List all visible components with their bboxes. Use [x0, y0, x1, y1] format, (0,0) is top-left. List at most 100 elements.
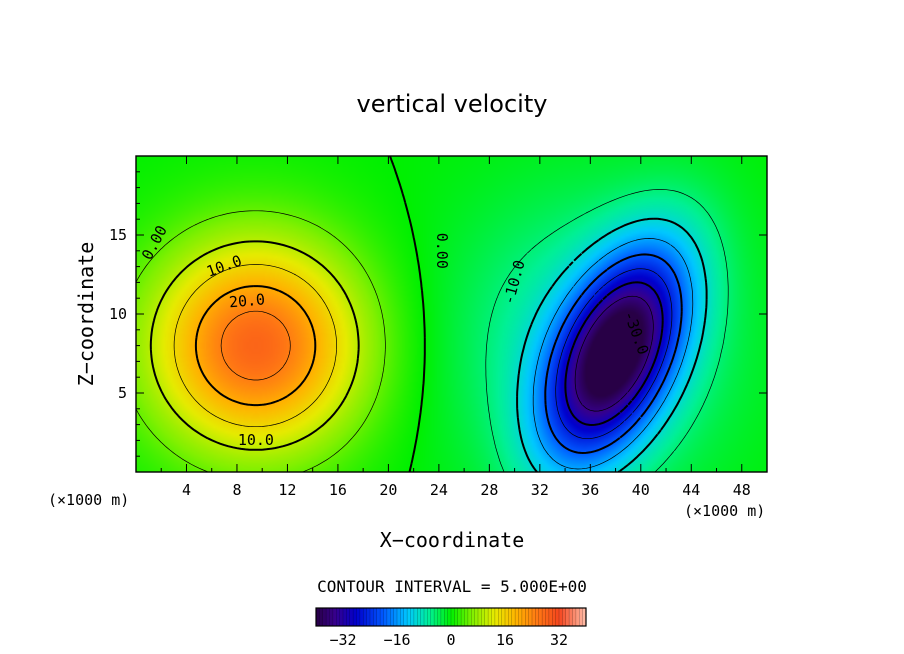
colorbar-cell: [562, 608, 567, 626]
colorbar-cell: [319, 608, 324, 626]
colorbar-cell: [420, 608, 425, 626]
colorbar-cell: [383, 608, 388, 626]
contour-line-neg35: [574, 295, 654, 412]
colorbar-cell: [349, 608, 354, 626]
colorbar-cell: [353, 608, 357, 626]
colorbar-cell: [447, 608, 452, 626]
colorbar-cell: [575, 608, 580, 626]
colorbar-cell: [373, 608, 378, 626]
colorbar-cell: [542, 608, 546, 626]
colorbar-cell: [430, 608, 435, 626]
x-tick-label: 44: [682, 481, 700, 499]
x-tick-label: 24: [430, 481, 448, 499]
contour-line-pos10: [149, 240, 360, 451]
colorbar-cell: [454, 608, 459, 626]
x-unit-right: (×1000 m): [684, 502, 765, 520]
colorbar-cell: [346, 608, 351, 626]
colorbar-cell: [494, 608, 499, 626]
colorbar-cell: [488, 608, 492, 626]
colorbar-cell: [464, 608, 469, 626]
colorbar-cell: [474, 608, 479, 626]
colorbar-cell: [316, 608, 320, 626]
contour-line-pos15: [173, 264, 337, 428]
colorbar-cell: [508, 608, 513, 626]
colorbar-cell: [545, 608, 550, 626]
x-tick-label: 16: [329, 481, 347, 499]
colorbar-cell: [376, 608, 381, 626]
colorbar-cell: [343, 608, 347, 626]
colorbar-cell: [366, 608, 371, 626]
colorbar-cell: [484, 608, 489, 626]
colorbar-cell: [356, 608, 361, 626]
colorbar-cell: [471, 608, 476, 626]
colorbar-cell: [322, 608, 327, 626]
colorbar: −32 −16 0 16 32: [315, 607, 587, 649]
colorbar-cell: [451, 608, 455, 626]
x-unit-left: (×1000 m): [48, 491, 129, 509]
velocity-field: [136, 156, 767, 472]
colorbar-cell: [413, 608, 418, 626]
colorbar-cell: [386, 608, 391, 626]
colorbar-cell: [444, 608, 449, 626]
x-tick-label: 12: [278, 481, 296, 499]
x-tick-label: 36: [581, 481, 599, 499]
colorbar-cell: [326, 608, 330, 626]
colorbar-tick-label: −16: [383, 631, 410, 649]
contour-line-neg5: [485, 189, 729, 472]
colorbar-cell: [397, 608, 401, 626]
y-axis-title: Z−coordinate: [74, 242, 98, 387]
colorbar-cell: [457, 608, 462, 626]
colorbar-tick-label: −32: [329, 631, 356, 649]
colorbar-cell: [535, 608, 540, 626]
colorbar-cell: [548, 608, 553, 626]
colorbar-cell: [407, 608, 411, 626]
x-tick-label: 4: [182, 481, 191, 499]
colorbar-cell: [329, 608, 334, 626]
colorbar-cell: [390, 608, 395, 626]
colorbar-cell: [393, 608, 398, 626]
contour-line-neg30: [564, 281, 664, 426]
x-tick-label: 8: [232, 481, 241, 499]
colorbar-cell: [481, 608, 486, 626]
contour-line-neg25: [555, 268, 673, 440]
colorbar-cell: [511, 608, 516, 626]
colorbar-cell: [579, 608, 584, 626]
contour-line-pos5: [136, 210, 386, 472]
colorbar-cell: [518, 608, 523, 626]
x-tick-label: 28: [480, 481, 498, 499]
colorbar-cell: [403, 608, 408, 626]
x-tick-label: 20: [379, 481, 397, 499]
y-axis: 5 10 15: [109, 171, 767, 457]
chart-title: vertical velocity: [357, 90, 548, 118]
colorbar-cell: [424, 608, 428, 626]
colorbar-cell: [498, 608, 503, 626]
colorbar-cell: [491, 608, 496, 626]
colorbar-frame: [315, 607, 587, 627]
colorbar-cell: [336, 608, 341, 626]
colorbar-cell: [417, 608, 422, 626]
colorbar-cell: [532, 608, 536, 626]
contour-line-pos25: [220, 310, 291, 381]
x-tick-label: 48: [733, 481, 751, 499]
contour-interval-note: CONTOUR INTERVAL = 5.000E+00: [317, 577, 587, 596]
colorbar-cell: [478, 608, 482, 626]
contour-label: 20.0: [228, 290, 266, 311]
colorbar-tick-label: 32: [550, 631, 568, 649]
colorbar-cell: [555, 608, 560, 626]
colorbar-cell: [427, 608, 432, 626]
colorbar-cell: [569, 608, 573, 626]
colorbar-cell: [461, 608, 465, 626]
colorbar-cell: [559, 608, 563, 626]
contour-line-neg15: [532, 238, 694, 470]
colorbar-cell: [538, 608, 543, 626]
x-tick-label: 32: [531, 481, 549, 499]
colorbar-cell: [332, 608, 337, 626]
colorbar-cell: [410, 608, 415, 626]
contour-lines: [136, 156, 729, 472]
colorbar-cell: [440, 608, 445, 626]
colorbar-cell: [359, 608, 364, 626]
x-axis: 4 8 12 16 20 24 28 32 36 40 44 48: [160, 156, 751, 499]
colorbar-cell: [434, 608, 438, 626]
colorbar-tick-label: 0: [446, 631, 455, 649]
